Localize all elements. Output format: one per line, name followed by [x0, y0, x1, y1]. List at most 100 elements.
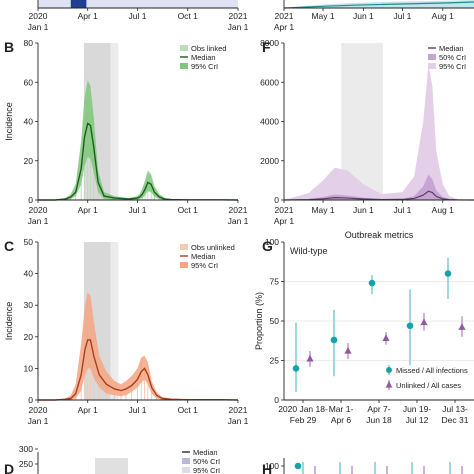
x-tick-label-A-4: 2021: [229, 11, 248, 21]
x-tick-label-C-2: Jul 1: [128, 405, 146, 415]
legend-swatch-B-2: [180, 63, 188, 69]
y-tick-label-G-1: 25: [270, 356, 280, 366]
x-tick-label-E-2: Jun 1: [353, 11, 374, 21]
x-tick-sublabel-E-0: Apr 1: [274, 22, 295, 32]
x-tick-sublabel-A-4: Jan 1: [228, 22, 249, 32]
legend-label-D-0: Median: [193, 448, 218, 457]
legend-swatch-D-1: [182, 458, 190, 464]
x-tick-label-F-1: May 1: [311, 205, 334, 215]
legend-label-D-1: 50% CrI: [193, 457, 220, 466]
x-tick-label-A-0: 2020: [29, 11, 48, 21]
y-tick-label-H-0: 100: [265, 461, 279, 471]
panel-letter-D: D: [4, 461, 14, 474]
bar-A-13: [84, 0, 87, 8]
x-tick-label-E-0: 2021: [275, 11, 294, 21]
category-label-G-0: 2020 Jan 18-: [278, 404, 328, 414]
y-tick-label-F-4: 8000: [260, 38, 279, 48]
missed-point-1: [330, 336, 338, 344]
category-sublabel-G-1: Apr 6: [331, 415, 352, 425]
category-sublabel-G-0: Feb 29: [290, 415, 317, 425]
bar-A-10: [81, 0, 84, 8]
legend-label-C-1: Median: [191, 252, 216, 261]
legend-swatch-B-0: [180, 45, 188, 51]
x-tick-label-A-3: Oct 1: [178, 11, 199, 21]
y-tick-label-C-5: 50: [24, 237, 34, 247]
y-tick-label-C-4: 40: [24, 269, 34, 279]
x-tick-label-C-1: Apr 1: [78, 405, 99, 415]
x-tick-sublabel-F-0: Apr 1: [274, 216, 295, 226]
legend-swatch-G-1: [385, 381, 393, 388]
bar-A-9: [80, 0, 83, 8]
missed-point-4: [444, 270, 452, 277]
median-line-F: [283, 190, 474, 201]
x-tick-label-A-1: Apr 1: [78, 11, 99, 21]
category-sublabel-G-3: Jul 12: [406, 415, 429, 425]
category-label-G-1: Mar 1-: [329, 404, 354, 414]
y-axis-label-B: Incidence: [4, 102, 14, 141]
y-tick-label-G-0: 0: [274, 395, 279, 405]
x-tick-label-F-3: Jul 1: [393, 205, 411, 215]
bar-A-6: [77, 0, 79, 8]
legend-swatch-C-0: [180, 244, 188, 250]
bar-A-2: [72, 0, 75, 8]
panel-letter-G: G: [262, 238, 273, 254]
bar-A-0: [70, 0, 73, 8]
legend-label-G-0: Missed / All infections: [396, 366, 468, 375]
legend-swatch-C-2: [180, 262, 188, 268]
y-tick-label-F-3: 6000: [260, 77, 279, 87]
legend-swatch-G-0: [386, 367, 392, 373]
y-tick-label-C-2: 20: [24, 332, 34, 342]
x-tick-label-B-1: Apr 1: [78, 205, 99, 215]
category-sublabel-G-2: Jun 18: [366, 415, 392, 425]
bar-A-5: [76, 0, 78, 8]
panel-letter-B: B: [4, 39, 14, 55]
legend-swatch-D-2: [182, 467, 190, 473]
legend-label-D-2: 95% CrI: [193, 466, 220, 474]
legend-label-B-1: Median: [191, 53, 216, 62]
ci-band-C: [38, 292, 238, 400]
missed-point-3: [406, 322, 414, 330]
shaded-period-B-1: [110, 43, 119, 200]
missed-point-0: [292, 365, 300, 372]
x-tick-label-F-4: Aug 1: [432, 205, 454, 215]
x-tick-label-C-3: Oct 1: [178, 405, 199, 415]
median-line-B: [38, 122, 239, 201]
category-sublabel-G-4: Dec 31: [442, 415, 469, 425]
y-tick-label-G-4: 100: [265, 237, 279, 247]
y-tick-label-F-1: 2000: [260, 156, 279, 166]
missed-point-H-0: [294, 462, 302, 470]
x-tick-sublabel-B-4: Jan 1: [228, 216, 249, 226]
y-axis-label-G: Proportion (%): [254, 292, 264, 350]
y-tick-label-F-0: 0: [274, 195, 279, 205]
category-label-G-4: Jul 13-: [442, 404, 468, 414]
unlinked-point-1: [344, 347, 352, 354]
y-tick-label-B-1: 20: [24, 156, 34, 166]
legend-label-F-2: 95% CrI: [439, 62, 466, 71]
band-A: [38, 0, 238, 8]
y-tick-label-B-2: 40: [24, 117, 34, 127]
x-tick-label-E-3: Jul 1: [393, 11, 411, 21]
ci50-band-F: [284, 174, 474, 200]
bar-A-3: [74, 0, 76, 8]
unlinked-point-4: [458, 323, 466, 330]
bar-A-4: [75, 0, 77, 8]
y-tick-label-D-0: 250: [19, 459, 33, 469]
y-tick-label-F-2: 4000: [260, 117, 279, 127]
legend-label-C-2: 95% CrI: [191, 261, 218, 270]
panel-letter-F: F: [262, 39, 271, 55]
median-line-C: [38, 339, 239, 401]
x-tick-label-F-0: 2021: [275, 205, 294, 215]
x-tick-sublabel-C-4: Jan 1: [228, 416, 249, 426]
unlinked-point-2: [382, 334, 390, 341]
legend-label-C-0: Obs unlinked: [191, 243, 235, 252]
y-tick-label-G-2: 50: [270, 316, 280, 326]
legend-label-F-1: 50% CrI: [439, 53, 466, 62]
x-tick-sublabel-C-0: Jan 1: [28, 416, 49, 426]
x-tick-label-B-2: Jul 1: [128, 205, 146, 215]
x-tick-label-C-4: 2021: [229, 405, 248, 415]
x-tick-label-E-4: Aug 1: [432, 11, 454, 21]
legend-label-B-2: 95% CrI: [191, 62, 218, 71]
y-tick-label-B-4: 80: [24, 38, 34, 48]
bar-A-11: [82, 0, 85, 8]
